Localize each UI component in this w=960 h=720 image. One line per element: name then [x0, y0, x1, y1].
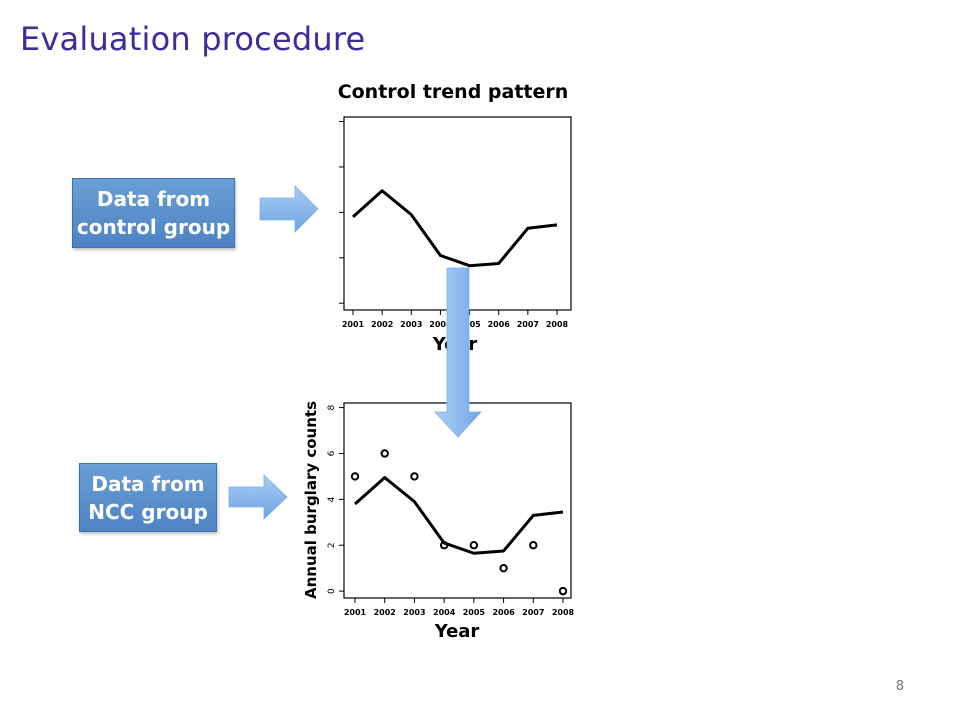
- x-tick-label: 2006: [492, 608, 515, 617]
- data-point: [410, 472, 419, 481]
- y-axis-label: Annual burglary counts: [302, 401, 320, 599]
- x-tick-label: 2005: [458, 320, 481, 329]
- x-tick-label: 2003: [400, 320, 422, 329]
- ncc-group-data-box: Data from NCC group: [79, 463, 217, 532]
- x-axis-ticks: [354, 598, 564, 603]
- x-tick-label: 2008: [552, 608, 575, 617]
- data-point: [558, 586, 568, 596]
- page-number: 8: [895, 679, 904, 694]
- data-point: [439, 541, 449, 550]
- x-tick-label: 2004: [433, 608, 456, 617]
- x-tick-label: 2003: [403, 608, 425, 617]
- x-tick-label: 2002: [371, 320, 393, 329]
- y-tick-label: 6: [327, 450, 337, 456]
- series-line-ncc: [354, 476, 564, 555]
- x-tick-label: 2002: [374, 608, 396, 617]
- data-point: [350, 472, 360, 481]
- ncc-box-line-1: Data from: [91, 471, 205, 496]
- slide-title: Evaluation procedure: [20, 20, 366, 58]
- x-axis-tick-labels: 2001 2002 2003 2004 2005 2006 2007 2008: [342, 320, 569, 329]
- x-tick-label: 2005: [463, 608, 486, 617]
- control-group-data-box: Data from control group: [72, 178, 235, 248]
- arrow-down-icon: [434, 267, 482, 438]
- data-point: [380, 449, 389, 458]
- x-tick-label: 2001: [344, 608, 367, 617]
- x-tick-label: 2004: [429, 320, 452, 329]
- x-tick-label: 2008: [546, 320, 569, 329]
- x-axis-label: Year: [434, 621, 480, 642]
- x-axis-ticks: [352, 310, 558, 315]
- y-tick-label: 8: [327, 404, 337, 410]
- ncc-box-line-2: NCC group: [88, 499, 208, 524]
- x-tick-label: 2007: [522, 608, 544, 617]
- y-tick-label: 2: [327, 542, 337, 548]
- x-axis-tick-labels: 2001 2002 2003 2004 2005 2006 2007 2008: [344, 608, 575, 617]
- y-tick-label: 0: [327, 588, 337, 594]
- ncc-chart: 0 2 4 6 8 2001 2002 2003 2004 2005 2006 2007 2008 Y…: [302, 401, 575, 642]
- series-line-control: [351, 189, 558, 268]
- y-axis-tick-labels: 0 2 4 6 8: [327, 404, 337, 594]
- x-tick-label: 2006: [488, 320, 511, 329]
- data-point: [499, 563, 508, 573]
- y-axis-ticks: [339, 121, 344, 304]
- arrow-right-icon: [259, 185, 319, 233]
- y-axis-ticks: [339, 407, 344, 592]
- data-point: [529, 541, 538, 550]
- control-box-line-1: Data from: [96, 187, 211, 211]
- observed-points: [350, 449, 568, 596]
- data-point: [469, 541, 479, 550]
- x-tick-label: 2001: [342, 320, 365, 329]
- control-box-line-2: control group: [76, 215, 231, 239]
- chart-title: Control trend pattern: [338, 81, 569, 103]
- arrow-right-icon: [228, 474, 288, 520]
- x-tick-label: 2007: [517, 320, 539, 329]
- y-tick-label: 4: [327, 496, 337, 502]
